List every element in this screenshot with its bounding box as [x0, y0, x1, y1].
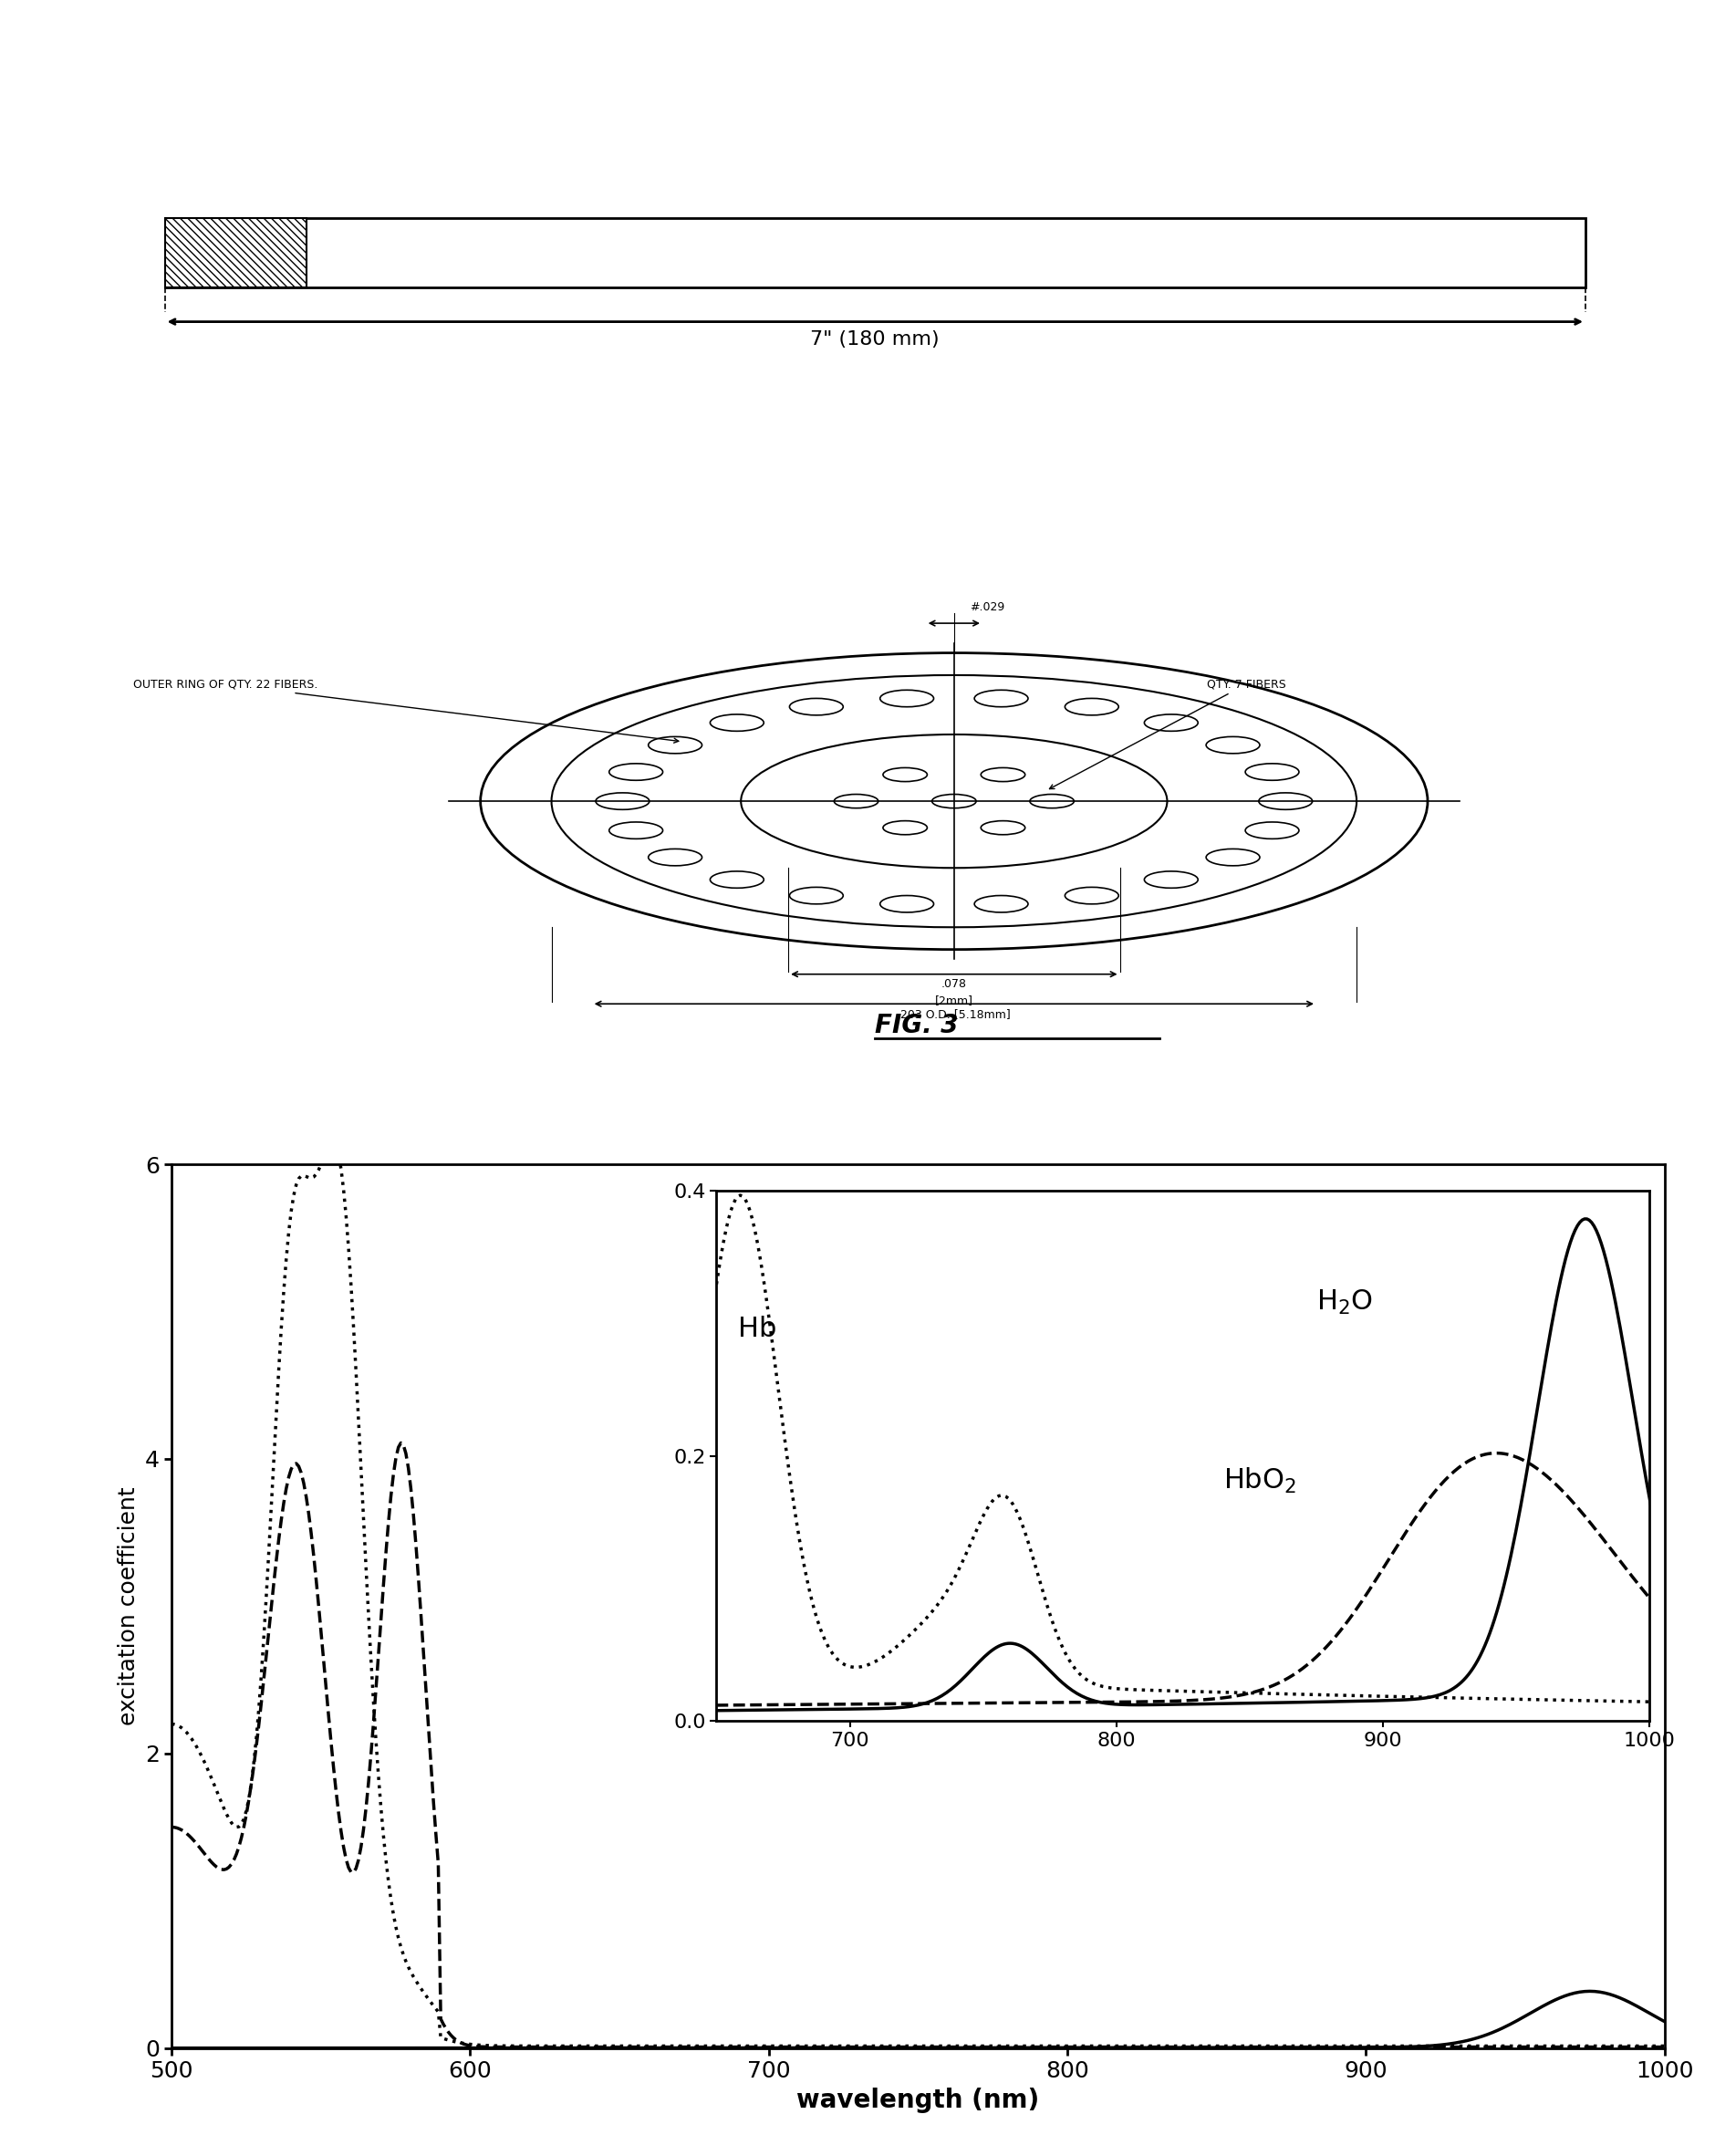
Circle shape	[609, 821, 662, 839]
Circle shape	[789, 888, 842, 903]
Circle shape	[710, 714, 763, 731]
Circle shape	[880, 690, 933, 707]
Text: QTY. 7 FIBERS: QTY. 7 FIBERS	[1050, 679, 1285, 789]
Circle shape	[1029, 793, 1074, 808]
Circle shape	[974, 690, 1027, 707]
Circle shape	[931, 793, 976, 808]
FancyBboxPatch shape	[165, 218, 307, 287]
Circle shape	[1245, 821, 1298, 839]
Circle shape	[1065, 888, 1118, 903]
Circle shape	[833, 793, 878, 808]
Circle shape	[1144, 714, 1197, 731]
Circle shape	[880, 895, 933, 912]
Circle shape	[789, 699, 842, 716]
Circle shape	[595, 793, 648, 811]
Circle shape	[1245, 763, 1298, 780]
Circle shape	[1206, 849, 1259, 867]
Circle shape	[710, 871, 763, 888]
Circle shape	[1144, 871, 1197, 888]
Text: .203 O.D. [5.18mm]: .203 O.D. [5.18mm]	[897, 1007, 1010, 1020]
Circle shape	[981, 821, 1024, 834]
Circle shape	[1065, 699, 1118, 716]
Circle shape	[609, 763, 662, 780]
Text: FIG. 3: FIG. 3	[875, 1013, 959, 1039]
Circle shape	[883, 768, 926, 783]
Circle shape	[981, 768, 1024, 783]
Circle shape	[1259, 793, 1312, 811]
Circle shape	[648, 737, 701, 752]
Text: 7" (180 mm): 7" (180 mm)	[809, 330, 940, 347]
FancyBboxPatch shape	[165, 218, 1585, 287]
Text: [2mm]: [2mm]	[935, 994, 972, 1007]
Y-axis label: excitation coefficient: excitation coefficient	[118, 1488, 141, 1725]
Circle shape	[648, 849, 701, 867]
X-axis label: wavelength (nm): wavelength (nm)	[796, 2087, 1039, 2113]
Circle shape	[883, 821, 926, 834]
Text: OUTER RING OF QTY. 22 FIBERS.: OUTER RING OF QTY. 22 FIBERS.	[134, 679, 677, 744]
Circle shape	[1206, 737, 1259, 752]
Text: .078: .078	[942, 979, 966, 990]
Text: #.029: #.029	[969, 602, 1005, 612]
Circle shape	[974, 895, 1027, 912]
